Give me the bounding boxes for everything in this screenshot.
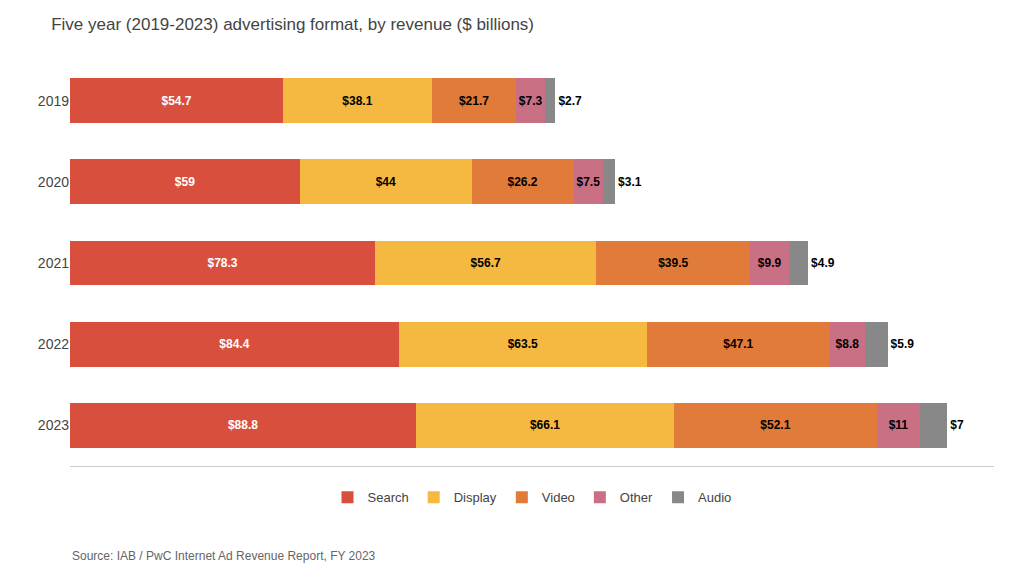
svg-text:2019: 2019 (38, 93, 69, 109)
svg-text:$7: $7 (950, 418, 964, 432)
svg-text:$47.1: $47.1 (723, 337, 753, 351)
svg-text:$4.9: $4.9 (811, 256, 835, 270)
svg-text:$44: $44 (376, 175, 396, 189)
svg-text:$7.3: $7.3 (519, 94, 543, 108)
svg-text:Search: Search (368, 490, 409, 505)
svg-text:$38.1: $38.1 (342, 94, 372, 108)
svg-text:$9.9: $9.9 (758, 256, 782, 270)
svg-text:$88.8: $88.8 (228, 418, 258, 432)
svg-text:2022: 2022 (38, 336, 69, 352)
svg-text:$84.4: $84.4 (219, 337, 249, 351)
svg-text:$39.5: $39.5 (658, 256, 688, 270)
svg-text:2023: 2023 (38, 417, 69, 433)
svg-text:Five year (2019-2023) advertis: Five year (2019-2023) advertising format… (51, 15, 534, 34)
svg-text:$59: $59 (175, 175, 195, 189)
svg-text:$78.3: $78.3 (207, 256, 237, 270)
svg-text:Display: Display (454, 490, 497, 505)
svg-text:$26.2: $26.2 (507, 175, 537, 189)
svg-text:Video: Video (542, 490, 575, 505)
svg-text:$52.1: $52.1 (760, 418, 790, 432)
svg-text:$21.7: $21.7 (459, 94, 489, 108)
svg-text:$54.7: $54.7 (161, 94, 191, 108)
svg-text:$2.7: $2.7 (558, 94, 582, 108)
svg-text:2021: 2021 (38, 255, 69, 271)
svg-text:Source: IAB / PwC Internet Ad: Source: IAB / PwC Internet Ad Revenue Re… (72, 549, 376, 563)
svg-text:$56.7: $56.7 (471, 256, 501, 270)
svg-text:$11: $11 (889, 418, 909, 432)
svg-text:$66.1: $66.1 (530, 418, 560, 432)
svg-text:Audio: Audio (698, 490, 731, 505)
svg-text:$7.5: $7.5 (576, 175, 600, 189)
svg-text:$63.5: $63.5 (508, 337, 538, 351)
svg-text:Other: Other (620, 490, 653, 505)
svg-text:$3.1: $3.1 (618, 175, 642, 189)
svg-text:$5.9: $5.9 (891, 337, 915, 351)
svg-text:2020: 2020 (38, 174, 69, 190)
svg-text:$8.8: $8.8 (836, 337, 860, 351)
